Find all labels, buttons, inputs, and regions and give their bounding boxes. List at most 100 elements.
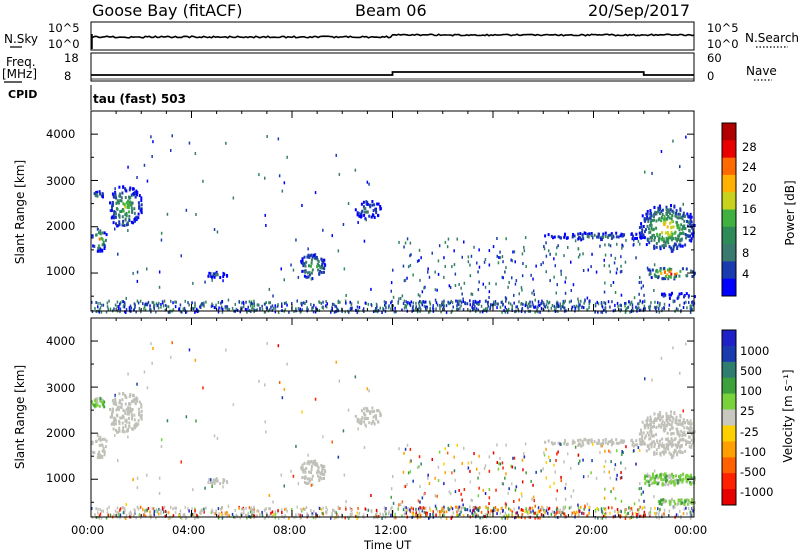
power-cell <box>125 212 128 215</box>
velocity-cell <box>679 509 681 513</box>
power-cell <box>366 180 369 184</box>
power-cell <box>624 302 626 305</box>
power-cell <box>109 209 112 213</box>
power-cell <box>390 301 392 305</box>
velocity-cell <box>534 504 536 508</box>
velocity-cell <box>218 512 220 516</box>
power-cell <box>689 222 691 226</box>
power-cell <box>686 274 689 278</box>
velocity-cell <box>691 506 694 510</box>
velocity-cell <box>144 508 147 512</box>
velocity-cell <box>690 476 693 480</box>
velocity-cell <box>143 370 146 374</box>
power-cell <box>547 233 550 237</box>
velocity-cell <box>193 513 195 517</box>
power-cell <box>666 237 669 241</box>
velocity-cell <box>128 416 130 420</box>
power-cell <box>333 310 336 314</box>
velocity-cell <box>108 505 110 509</box>
power-cell <box>654 236 656 240</box>
velocity-cell <box>118 392 121 396</box>
velocity-cell <box>631 512 634 516</box>
power-cell <box>508 281 510 284</box>
power-cell <box>158 270 161 274</box>
power-cell <box>671 232 674 236</box>
power-cell <box>590 232 593 235</box>
velocity-cell <box>93 404 96 407</box>
power-cell <box>124 196 127 199</box>
power-cell <box>689 212 692 216</box>
velocity-cell <box>559 510 562 514</box>
power-cell <box>655 269 658 273</box>
velocity-cell <box>323 473 326 477</box>
velocity-cell <box>670 499 673 503</box>
velocity-cell <box>399 503 402 506</box>
power-cell <box>462 308 465 312</box>
power-cell <box>496 302 498 306</box>
velocity-cell <box>109 513 112 517</box>
power-cell <box>116 199 119 203</box>
power-cell <box>146 179 149 183</box>
velocity-cell <box>432 510 434 514</box>
power-cell <box>321 265 323 269</box>
power-cell <box>274 304 276 308</box>
power-cell <box>649 304 652 308</box>
velocity-cell <box>349 506 351 510</box>
power-cell <box>685 236 687 240</box>
power-cell <box>614 308 616 312</box>
power-cell <box>345 301 347 305</box>
velocity-cell <box>683 507 685 511</box>
power-cell <box>193 307 195 311</box>
velocity-cell <box>545 509 548 513</box>
power-cell <box>271 304 274 308</box>
velocity-cell <box>140 409 143 413</box>
velocity-cell <box>116 511 118 515</box>
velocity-cell <box>682 512 685 516</box>
velocity-cell <box>692 501 695 505</box>
power-cell <box>123 301 126 305</box>
velocity-cell <box>480 510 483 514</box>
velocity-cell <box>552 442 554 446</box>
velocity-cell <box>639 449 641 452</box>
velocity-cell <box>370 494 372 497</box>
velocity-cell <box>645 423 648 427</box>
velocity-cell <box>443 462 445 466</box>
velocity-cell <box>415 507 417 511</box>
velocity-cell <box>523 455 526 459</box>
velocity-cell <box>388 510 390 514</box>
power-cell <box>404 278 407 282</box>
power-cell <box>404 241 407 245</box>
velocity-cell <box>656 476 659 480</box>
velocity-cell <box>650 507 652 511</box>
velocity-cell <box>281 396 284 400</box>
velocity-cell <box>604 441 607 445</box>
velocity-cell <box>525 471 527 475</box>
power-cell <box>505 266 507 270</box>
power-cell <box>303 262 306 266</box>
power-cell <box>357 300 359 304</box>
power-cell <box>308 273 311 277</box>
power-cell <box>687 295 690 299</box>
power-cell <box>683 224 686 228</box>
power-cell <box>478 265 481 269</box>
power-cell <box>356 213 359 217</box>
velocity-cell <box>678 499 681 502</box>
power-cell <box>94 194 97 198</box>
velocity-cell <box>348 516 350 520</box>
velocity-cell <box>98 516 101 520</box>
power-cell <box>540 307 543 310</box>
velocity-cell <box>679 477 682 481</box>
velocity-cell <box>584 438 587 442</box>
power-cell <box>107 307 109 311</box>
power-cell <box>570 299 572 303</box>
power-cell <box>631 303 634 307</box>
velocity-cell <box>368 389 370 393</box>
power-cell <box>675 307 678 311</box>
power-cell <box>690 237 693 241</box>
velocity-cell <box>573 510 575 514</box>
power-cell <box>211 304 214 308</box>
power-cell <box>143 163 146 167</box>
power-cell <box>439 307 441 310</box>
velocity-cell <box>102 509 105 513</box>
